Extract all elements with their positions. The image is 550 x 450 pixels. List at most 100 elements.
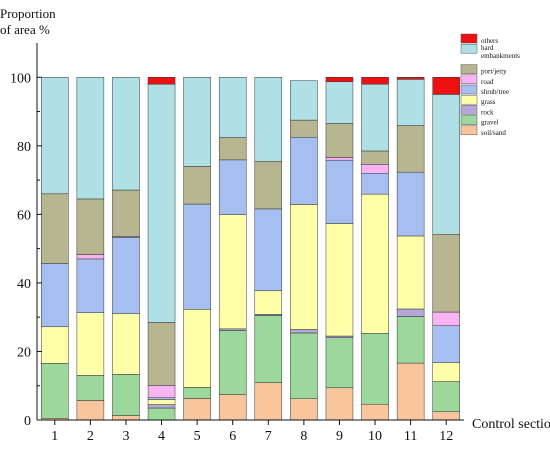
y-tick-label: 60 bbox=[17, 208, 31, 223]
bar-segment-2-5 bbox=[76, 254, 105, 260]
bar-stack-8 bbox=[290, 80, 318, 421]
x-tick-label: 8 bbox=[300, 429, 307, 444]
bar-segment-1-7 bbox=[41, 77, 69, 195]
x-tick-label: 2 bbox=[87, 429, 94, 444]
bar-segment-1-4 bbox=[41, 263, 69, 328]
bar-segment-2-1 bbox=[76, 375, 105, 401]
bar-segment-7-1 bbox=[254, 315, 283, 383]
y-tick-label: 100 bbox=[10, 71, 31, 86]
x-tick-label: 11 bbox=[404, 429, 417, 444]
bar-segment-2-4 bbox=[76, 258, 105, 313]
bar-segment-5-6 bbox=[183, 166, 211, 205]
x-tick-label: 9 bbox=[336, 429, 343, 444]
x-tick-label: 5 bbox=[194, 429, 201, 444]
legend-swatch bbox=[460, 74, 478, 85]
bar-segment-4-4 bbox=[147, 397, 176, 400]
bar-segment-11-0 bbox=[396, 362, 425, 421]
bar-segment-8-0 bbox=[290, 398, 318, 421]
legend-label: hard bbox=[481, 44, 494, 52]
bar-segment-9-1 bbox=[325, 337, 354, 389]
legend-swatch bbox=[460, 43, 478, 54]
bar-segment-12-1 bbox=[432, 381, 460, 413]
bar-stack-4 bbox=[147, 77, 176, 421]
bar-segment-11-1 bbox=[396, 316, 425, 364]
bar-segment-8-3 bbox=[290, 204, 318, 330]
legend-label: shrub/tree bbox=[481, 88, 509, 96]
bar-segment-5-7 bbox=[183, 77, 211, 167]
bar-segment-3-7 bbox=[112, 77, 140, 191]
bar-segment-6-0 bbox=[218, 394, 247, 421]
y-tick-label: 20 bbox=[17, 345, 31, 360]
bar-segment-12-7 bbox=[432, 94, 460, 235]
bar-segment-3-3 bbox=[112, 313, 140, 375]
bar-stack-2 bbox=[76, 77, 105, 421]
bar-segment-5-0 bbox=[183, 398, 211, 421]
x-tick-label: 10 bbox=[368, 429, 382, 444]
bar-segment-10-7 bbox=[361, 83, 389, 152]
bar-stack-5 bbox=[183, 77, 211, 421]
bar-segment-8-1 bbox=[290, 332, 318, 400]
legend-swatch bbox=[460, 115, 478, 125]
bar-segment-10-8 bbox=[361, 77, 389, 85]
bar-segment-3-6 bbox=[112, 189, 140, 237]
bar-segment-6-3 bbox=[218, 214, 247, 330]
bar-segment-11-7 bbox=[396, 79, 425, 126]
x-tick-label: 1 bbox=[51, 429, 58, 444]
x-tick-label: 3 bbox=[122, 429, 129, 444]
bar-segment-12-6 bbox=[432, 233, 460, 313]
bar-stack-9 bbox=[325, 77, 354, 421]
bar-stack-6 bbox=[218, 77, 247, 421]
bar-segment-11-4 bbox=[396, 171, 425, 237]
bar-segment-9-6 bbox=[325, 123, 354, 158]
y-tick-label: 80 bbox=[17, 140, 31, 155]
bar-segment-4-8 bbox=[147, 77, 176, 85]
bar-segment-11-2 bbox=[396, 308, 425, 317]
bar-segment-8-2 bbox=[290, 329, 318, 334]
bar-segment-2-6 bbox=[76, 198, 105, 255]
x-axis-title: Control section bbox=[472, 417, 550, 432]
bar-segment-10-4 bbox=[361, 172, 389, 195]
bar-segment-5-4 bbox=[183, 203, 211, 310]
y-axis-title-line-1: Proportion bbox=[0, 6, 56, 21]
bar-segment-3-1 bbox=[112, 374, 140, 416]
bar-segment-6-1 bbox=[218, 330, 247, 395]
bar-segment-7-0 bbox=[254, 382, 283, 421]
bar-segment-9-4 bbox=[325, 159, 354, 224]
bar-stack-1 bbox=[41, 77, 69, 421]
y-tick-label: 0 bbox=[24, 414, 31, 429]
bar-segment-7-4 bbox=[254, 208, 283, 292]
bar-stack-7 bbox=[254, 77, 283, 421]
bar-segment-4-6 bbox=[147, 322, 176, 386]
bar-segment-9-8 bbox=[325, 77, 354, 82]
bar-segment-11-3 bbox=[396, 235, 425, 310]
legend-label: grass bbox=[481, 98, 496, 106]
y-axis-title-line-2: of area % bbox=[0, 22, 50, 37]
y-tick-label: 40 bbox=[17, 277, 31, 292]
legend-label: gravel bbox=[481, 119, 499, 127]
bar-segment-6-6 bbox=[218, 137, 247, 161]
bar-segment-1-6 bbox=[41, 193, 69, 264]
bar-segment-12-3 bbox=[432, 362, 460, 382]
bar-segment-5-3 bbox=[183, 309, 211, 388]
bar-segment-4-7 bbox=[147, 83, 176, 323]
legend-label: soil/sand bbox=[481, 129, 506, 137]
bar-segment-3-0 bbox=[112, 415, 140, 421]
bar-segment-10-0 bbox=[361, 403, 389, 421]
bar-segment-8-7 bbox=[290, 80, 318, 121]
x-ticks: 1 2 3 4 5 6 7 8 9 10 11 12 bbox=[51, 420, 453, 444]
legend-swatch bbox=[460, 64, 478, 74]
bar-segment-11-6 bbox=[396, 125, 425, 173]
bar-stack-11 bbox=[396, 77, 425, 421]
legend-label: rock bbox=[481, 108, 494, 116]
x-tick-label: 6 bbox=[229, 429, 236, 444]
bar-segment-4-3 bbox=[147, 399, 176, 405]
bar-segment-8-4 bbox=[290, 137, 318, 205]
bar-segment-7-7 bbox=[254, 77, 283, 162]
legend-label: port/jetty bbox=[481, 68, 507, 76]
legend-label: embankments bbox=[481, 52, 520, 60]
legend-swatch bbox=[460, 94, 478, 105]
bar-segment-3-4 bbox=[112, 237, 140, 315]
bar-segment-6-7 bbox=[218, 77, 247, 138]
